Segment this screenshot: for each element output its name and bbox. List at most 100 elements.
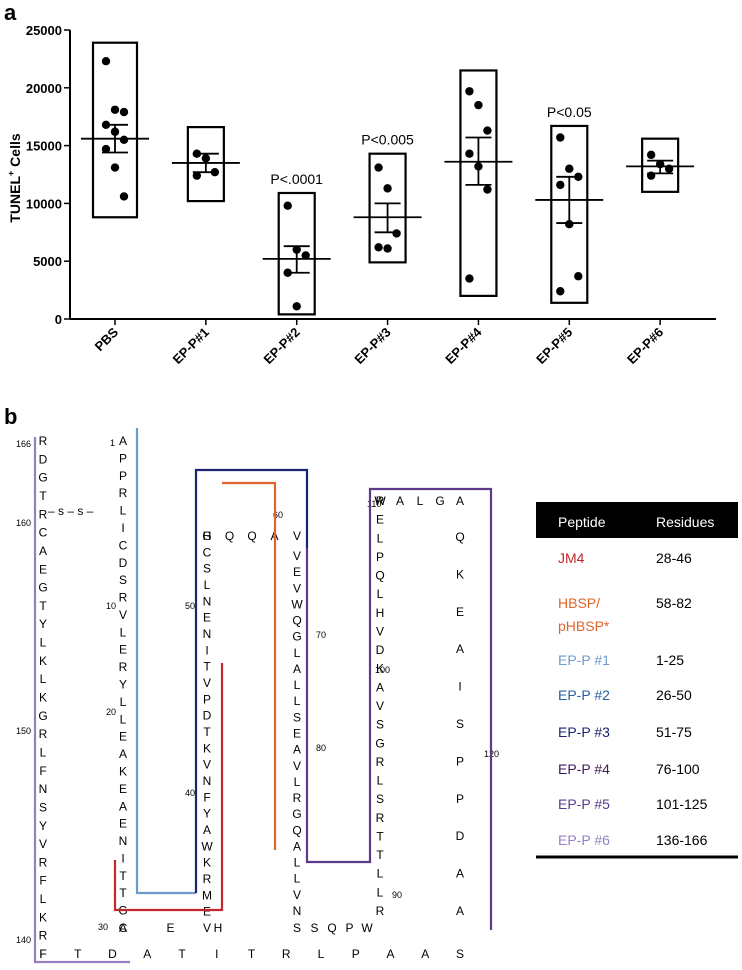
residue-letter: Q xyxy=(247,529,256,543)
residue-letter: A xyxy=(386,947,394,961)
table-peptide-name: EP-P #2 xyxy=(558,687,610,703)
data-point xyxy=(556,180,565,190)
residue-number: 20 xyxy=(106,707,116,717)
residue-letter: I xyxy=(121,851,124,865)
residue-letter: V xyxy=(376,699,384,713)
data-point xyxy=(283,268,292,277)
residue-letter: E xyxy=(203,611,211,625)
residue-letter: L xyxy=(40,745,47,759)
range-box xyxy=(277,191,316,316)
residue-number: 1 xyxy=(110,438,115,448)
data-point xyxy=(483,126,492,135)
residue-number: 150 xyxy=(16,726,31,736)
residue-letter: D xyxy=(119,556,128,570)
ep-p5-bracket xyxy=(305,487,493,930)
table-residues-value: 136-166 xyxy=(656,832,708,848)
data-point xyxy=(119,135,129,145)
residue-letter: N xyxy=(203,594,212,608)
residue-letter: K xyxy=(456,567,464,581)
residue-letter: L xyxy=(120,625,127,639)
residue-letter: E xyxy=(203,905,211,919)
residue-letter: S xyxy=(376,718,384,732)
residue-letter: P xyxy=(456,754,464,768)
residue-letter: S xyxy=(293,710,301,724)
residue-letter: R xyxy=(376,904,385,918)
table-residues-value: 101-125 xyxy=(656,796,708,812)
y-tick-label: 5000 xyxy=(33,254,62,269)
range-box xyxy=(550,124,589,304)
residue-number: 160 xyxy=(16,518,31,528)
table-residues-value: 1-25 xyxy=(656,652,684,668)
residue-letter: E xyxy=(119,782,127,796)
residue-letter: L xyxy=(204,578,211,592)
peptide-table: Peptide Residues JM4 28-46 HBSP/pHBSP* 58-82 E… xyxy=(536,502,738,859)
ep-p1-bracket xyxy=(135,428,196,895)
data-point xyxy=(119,192,129,201)
y-tick-label: 0 xyxy=(55,312,62,327)
residue-letter: V xyxy=(203,921,211,935)
table-peptide-name: EP-P #5 xyxy=(558,796,610,812)
panel-b-label: b xyxy=(4,404,17,429)
residue-letter: N xyxy=(119,834,128,848)
residue-letter: L xyxy=(377,531,384,545)
residue-letter: Q xyxy=(292,823,301,837)
residue-letter: L xyxy=(377,774,384,788)
residue-letter: A xyxy=(456,867,464,881)
residue-letter: K xyxy=(203,856,211,870)
residue-letter: R xyxy=(203,872,212,886)
data-point xyxy=(374,243,383,252)
residue-letter: S xyxy=(39,800,47,814)
ep-p6-bracket xyxy=(33,437,130,964)
residue-letter: T xyxy=(74,947,82,961)
residue-letter: T xyxy=(203,725,211,739)
residue-letter: W xyxy=(361,921,373,935)
y-tick-label: 20000 xyxy=(26,81,62,96)
x-tick-label: EP-P#2 xyxy=(261,325,303,367)
table-peptide-name: JM4 xyxy=(558,550,585,566)
residue-letter: G xyxy=(435,494,444,508)
residue-letter: E xyxy=(456,605,464,619)
residue-letter: V xyxy=(39,837,47,851)
residue-letter: W xyxy=(291,597,303,611)
residue-letter: T xyxy=(39,489,47,503)
y-tick-label: 15000 xyxy=(26,139,62,154)
residue-letter: W xyxy=(374,494,386,508)
data-point xyxy=(565,164,574,173)
residue-letter: S xyxy=(456,717,464,731)
residue-letter: L xyxy=(40,892,47,906)
data-point xyxy=(574,172,583,182)
table-header-bg xyxy=(536,502,738,538)
residue-letter: V xyxy=(293,888,301,902)
residue-letter: G xyxy=(38,709,47,723)
residue-letter: L xyxy=(120,504,127,518)
jm4-bracket xyxy=(113,663,224,912)
residue-letter: F xyxy=(39,947,46,961)
residue-letter: L xyxy=(294,646,301,660)
sequence-diagram: RDGTRCAEGTYLKLKGRLFNSYVRFLKRFAPPRLICDSRV… xyxy=(16,428,499,964)
data-point xyxy=(110,163,120,172)
data-point xyxy=(556,133,565,142)
disulfide-bond-label: – s – s – xyxy=(48,504,94,518)
residue-number: 70 xyxy=(316,630,326,640)
residue-letter: G xyxy=(38,471,47,485)
table-header-peptide: Peptide xyxy=(558,514,606,530)
residue-letter: F xyxy=(39,947,46,961)
residue-letter: S xyxy=(293,921,301,935)
residue-letter: K xyxy=(376,662,384,676)
residue-letter: H xyxy=(203,529,212,543)
residue-letter: R xyxy=(39,855,48,869)
table-residues-value: 51-75 xyxy=(656,724,692,740)
residue-letter: V xyxy=(376,624,384,638)
residue-letter: I xyxy=(215,947,218,961)
residue-letter: G xyxy=(38,581,47,595)
residue-letter: Q xyxy=(455,530,464,544)
residue-letter: H xyxy=(376,606,385,620)
residue-letter: P xyxy=(345,921,353,935)
residue-letter: L xyxy=(417,494,424,508)
residue-letter: Q xyxy=(292,614,301,628)
residue-number: 30 xyxy=(98,922,108,932)
x-tick-label: EP-P#6 xyxy=(624,325,666,367)
residue-letter: H xyxy=(214,921,223,935)
data-point xyxy=(110,127,120,136)
residue-letter: I xyxy=(121,521,124,535)
